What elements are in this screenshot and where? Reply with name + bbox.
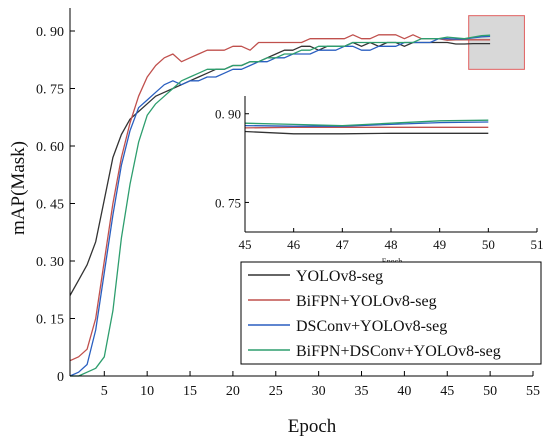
y-tick-label: 0. 90	[36, 25, 64, 40]
y-tick-label: 0. 30	[36, 255, 64, 270]
inset-y-axis-ticks: 0. 75 0. 90	[215, 107, 249, 210]
x-tick-label: 50	[483, 384, 497, 399]
inset-x-axis-ticks: 45 46 47 48 49 50 51	[239, 228, 544, 252]
y-axis-ticks: 0 0. 15 0. 30 0. 45 0. 60 0. 75 0. 90	[36, 25, 75, 385]
legend-label: DSConv+YOLOv8-seg	[296, 318, 447, 335]
inset-x-tick-label: 46	[287, 237, 301, 252]
x-axis-title: Epoch	[288, 416, 337, 437]
x-tick-label: 25	[269, 384, 283, 399]
inset-series-line-1	[244, 130, 489, 135]
inset-y-tick-label: 0. 75	[215, 195, 241, 210]
x-tick-label: 55	[526, 384, 540, 399]
x-tick-label: 20	[226, 384, 240, 399]
y-tick-label: 0	[57, 370, 64, 385]
y-tick-label: 0. 60	[36, 140, 64, 155]
x-axis-ticks: 5 10 15 20 25 30 35 40 45 50 55	[101, 371, 540, 399]
inset-series-line-4	[244, 119, 489, 127]
zoom-highlight-region	[468, 15, 525, 70]
inset-x-tick-label: 50	[482, 237, 495, 252]
x-tick-label: 10	[140, 384, 154, 399]
inset-series-line-3	[244, 121, 489, 127]
legend-label: BiFPN+DSConv+YOLOv8-seg	[296, 343, 501, 360]
legend-box	[240, 261, 542, 365]
x-tick-label: 30	[312, 384, 326, 399]
x-tick-label: 35	[355, 384, 369, 399]
series-line-2	[69, 34, 491, 362]
inset-series-line-2	[244, 126, 489, 129]
y-tick-label: 0. 15	[36, 313, 64, 328]
inset-plot-lines	[244, 119, 489, 135]
main-plot-lines	[69, 34, 491, 377]
series-line-3	[69, 35, 491, 377]
x-tick-label: 40	[397, 384, 411, 399]
inset-x-tick-label: 45	[239, 237, 252, 252]
legend: YOLOv8-seg BiFPN+YOLOv8-seg DSConv+YOLOv8-…	[240, 261, 542, 365]
inset-x-tick-label: 49	[433, 237, 446, 252]
x-tick-label: 15	[183, 384, 197, 399]
inset-y-tick-label: 0. 90	[215, 107, 241, 122]
inset-x-tick-label: 51	[531, 237, 544, 252]
y-tick-label: 0. 75	[36, 83, 64, 98]
legend-label: BiFPN+YOLOv8-seg	[296, 293, 437, 310]
x-tick-label: 45	[440, 384, 454, 399]
y-axis-title: mAP(Mask)	[8, 141, 29, 235]
x-tick-label: 5	[101, 384, 108, 399]
series-line-4	[70, 34, 491, 377]
legend-label: YOLOv8-seg	[296, 268, 383, 285]
y-tick-label: 0. 45	[36, 198, 64, 213]
inset-x-tick-label: 47	[336, 237, 350, 252]
inset-x-tick-label: 48	[385, 237, 398, 252]
